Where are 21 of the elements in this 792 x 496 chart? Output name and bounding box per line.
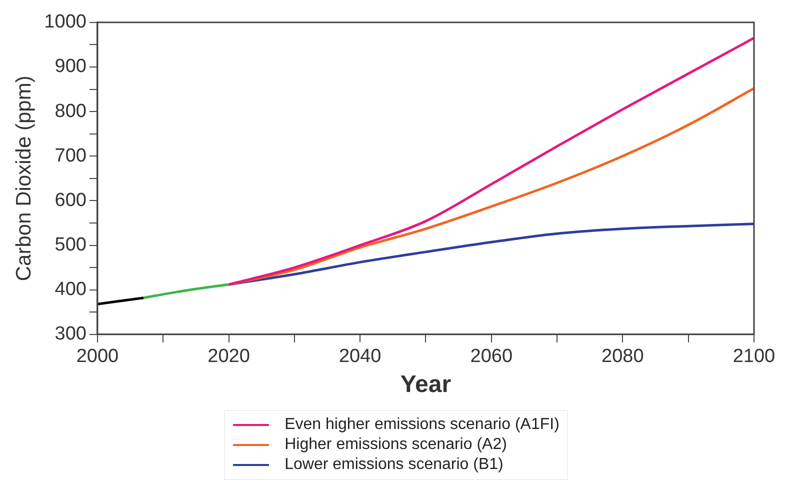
legend-label: Even higher emissions scenario (A1FI) (284, 415, 560, 435)
x-tick-label: 2020 (208, 346, 250, 368)
x-tick-label: 2000 (76, 346, 119, 368)
y-tick-label: 300 (54, 324, 86, 345)
x-tick-label: 2060 (470, 346, 513, 368)
y-tick-label: 600 (54, 190, 86, 211)
x-axis-title: Year (400, 371, 452, 398)
line-series (228, 36, 754, 286)
y-tick-label: 900 (54, 56, 86, 78)
x-tick-label: 2080 (602, 346, 644, 368)
legend-label: Lower emissions scenario (B1) (284, 455, 504, 475)
y-tick-label: 700 (54, 145, 86, 166)
line-series (142, 283, 230, 300)
y-axis-title: Carbon Dioxide (ppm) (12, 76, 36, 282)
x-tick-label: 2100 (732, 346, 776, 368)
legend-label: Higher emissions scenario (A2) (284, 435, 507, 455)
y-tick-label: 400 (54, 279, 86, 300)
x-tick-label: 2040 (338, 346, 382, 368)
y-tick-label: 800 (54, 100, 86, 122)
y-tick-label: 500 (54, 234, 86, 256)
y-tick-label: 1000 (44, 12, 86, 33)
